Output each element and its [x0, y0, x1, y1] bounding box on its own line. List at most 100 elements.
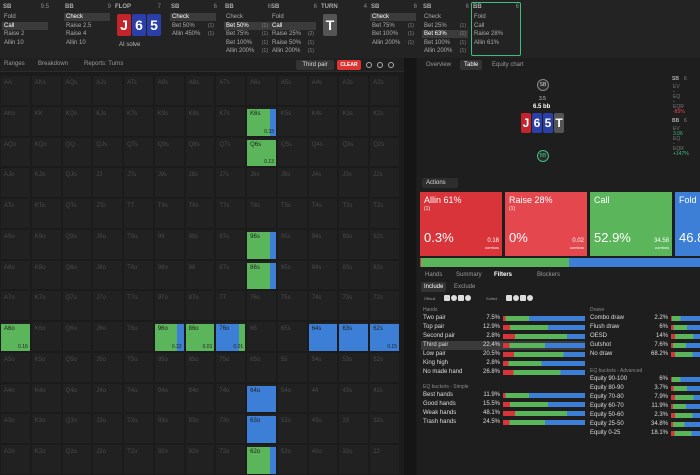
- hand-cell[interactable]: 53s: [338, 351, 370, 383]
- hand-cell[interactable]: 42o: [307, 444, 339, 475]
- hand-cell[interactable]: K4s: [307, 105, 339, 137]
- hand-cell[interactable]: 97s: [215, 228, 247, 260]
- hand-cell[interactable]: Q5o: [61, 351, 93, 383]
- hand-cell[interactable]: Q4s: [307, 136, 339, 168]
- action-option[interactable]: Raise 28%: [472, 30, 518, 38]
- action-option[interactable]: Fold: [2, 13, 48, 21]
- view-icon[interactable]: [377, 62, 383, 68]
- hand-cell[interactable]: 88: [184, 259, 216, 291]
- suit-icon[interactable]: [458, 295, 464, 301]
- action-option[interactable]: Allin 200% (1): [270, 47, 316, 55]
- filter-chip[interactable]: Third pair: [296, 60, 334, 70]
- action-option[interactable]: Bet 75% (1): [224, 30, 270, 38]
- hand-cell[interactable]: 93o: [153, 413, 185, 445]
- row-label[interactable]: Equity 0-25: [590, 430, 621, 436]
- hand-cell[interactable]: 95o: [153, 351, 185, 383]
- action-option[interactable]: Bet 100% (1): [370, 30, 416, 38]
- hand-cell[interactable]: KQs: [61, 105, 93, 137]
- hand-cell[interactable]: 74s: [307, 290, 339, 322]
- hand-cell[interactable]: 87o: [184, 290, 216, 322]
- hand-cell[interactable]: A3o: [0, 413, 31, 445]
- hand-cell[interactable]: K7o: [30, 290, 62, 322]
- suit-icon[interactable]: [520, 295, 526, 301]
- hand-cell[interactable]: K8o: [30, 259, 62, 291]
- hand-cell[interactable]: J4s: [307, 167, 339, 199]
- action-option[interactable]: Check: [370, 13, 416, 21]
- action-option[interactable]: Raise 4: [64, 30, 110, 38]
- side-tab[interactable]: Table: [460, 60, 483, 70]
- hand-cell[interactable]: 73o: [215, 413, 247, 445]
- hand-cell[interactable]: T3s: [338, 198, 370, 229]
- hand-cell[interactable]: 63s: [338, 321, 370, 352]
- hand-cell[interactable]: KTo: [30, 198, 62, 229]
- action-option[interactable]: Allin 200% (1): [422, 47, 468, 55]
- hand-cell[interactable]: A6o 0.16: [0, 321, 31, 352]
- hand-cell[interactable]: QTs: [123, 136, 154, 168]
- hand-cell[interactable]: 52s: [369, 351, 400, 383]
- hand-cell[interactable]: 87s: [215, 259, 247, 291]
- hand-cell[interactable]: 62s 0.15: [369, 321, 400, 352]
- action-option[interactable]: Check: [170, 13, 216, 21]
- row-label[interactable]: Weak hands: [423, 410, 457, 416]
- hand-cell[interactable]: A9o: [0, 228, 31, 260]
- hand-cell[interactable]: 77: [215, 290, 247, 322]
- hand-cell[interactable]: J7o: [92, 290, 124, 322]
- hand-cell[interactable]: Q6o: [61, 321, 93, 352]
- action-option[interactable]: Bet 75% (1): [370, 22, 416, 30]
- hand-cell[interactable]: 97o: [153, 290, 185, 322]
- suit-icon[interactable]: [513, 295, 519, 301]
- toolbar-tab[interactable]: Ranges: [4, 61, 25, 67]
- hand-cell[interactable]: ATo: [0, 198, 31, 229]
- hand-cell[interactable]: 73s: [338, 290, 370, 322]
- action-option[interactable]: Bet 100% (1): [422, 39, 468, 47]
- action-option[interactable]: Bet 50% (1): [224, 21, 270, 30]
- action-option[interactable]: Allin 200% (1): [224, 47, 270, 55]
- hand-cell[interactable]: KJo: [30, 167, 62, 199]
- hand-cell[interactable]: 44: [307, 382, 339, 414]
- action-option[interactable]: Allin 200% (1): [370, 39, 416, 47]
- hand-cell[interactable]: J6o: [92, 321, 124, 352]
- action-block[interactable]: Allin 61% (1) 0.3% 0.18 combos: [420, 192, 502, 256]
- panel-tab[interactable]: Filters: [494, 272, 513, 278]
- hand-cell[interactable]: 64o: [246, 382, 277, 414]
- hand-cell[interactable]: T6s: [246, 198, 277, 229]
- action-option[interactable]: Allin 61%: [472, 39, 518, 47]
- hand-cell[interactable]: J2s: [369, 167, 400, 199]
- hand-cell[interactable]: 86o 0.01: [184, 321, 216, 352]
- action-option[interactable]: Call: [270, 21, 316, 30]
- hand-cell[interactable]: A8s: [184, 75, 216, 106]
- hand-cell[interactable]: 65s: [276, 321, 308, 352]
- hand-cell[interactable]: 82o: [184, 444, 216, 475]
- action-option[interactable]: Fold: [472, 13, 518, 21]
- hand-cell[interactable]: 43o: [307, 413, 339, 445]
- clear-button[interactable]: CLEAR: [337, 60, 361, 70]
- hand-cell[interactable]: A7o: [0, 290, 31, 322]
- hand-cell[interactable]: AQs: [61, 75, 93, 106]
- filter-mode[interactable]: Include: [421, 282, 447, 292]
- row-label[interactable]: OESD: [590, 333, 608, 339]
- hand-cell[interactable]: AJs: [92, 75, 124, 106]
- hand-cell[interactable]: 43s: [338, 382, 370, 414]
- hand-cell[interactable]: A6s: [246, 75, 277, 106]
- hand-cell[interactable]: K7s: [215, 105, 247, 137]
- suit-icon[interactable]: [506, 295, 512, 301]
- hand-cell[interactable]: AQo: [0, 136, 31, 168]
- hand-cell[interactable]: Q9o: [61, 228, 93, 260]
- hand-cell[interactable]: AA: [0, 75, 31, 106]
- suit-icon[interactable]: [444, 295, 450, 301]
- hand-cell[interactable]: 32s: [369, 413, 400, 445]
- hand-cell[interactable]: AJo: [0, 167, 31, 199]
- side-tab[interactable]: Equity chart: [492, 62, 524, 68]
- hand-cell[interactable]: T8o: [123, 259, 154, 291]
- hand-cell[interactable]: Q8s: [184, 136, 216, 168]
- action-option[interactable]: Allin 10: [2, 39, 48, 47]
- action-option[interactable]: Raise 2: [2, 30, 48, 38]
- hand-cell[interactable]: A3s: [338, 75, 370, 106]
- hand-cell[interactable]: Q4o: [61, 382, 93, 414]
- hand-cell[interactable]: T8s: [184, 198, 216, 229]
- hand-cell[interactable]: J3o: [92, 413, 124, 445]
- hand-cell[interactable]: K8s: [184, 105, 216, 137]
- action-option[interactable]: Bet 100% (1): [224, 39, 270, 47]
- hand-cell[interactable]: T7s: [215, 198, 247, 229]
- hand-cell[interactable]: 86s: [246, 259, 277, 291]
